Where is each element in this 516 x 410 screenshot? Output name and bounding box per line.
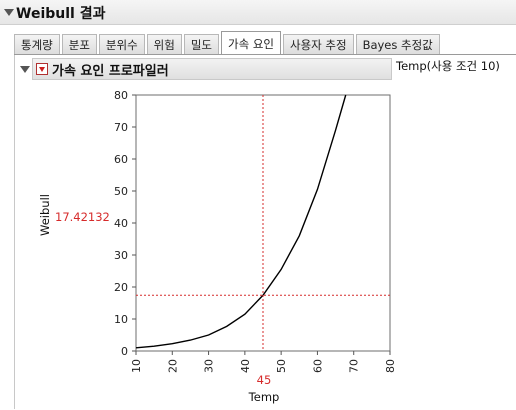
y-tick-label: 20 xyxy=(114,281,128,294)
profiler-section-header xyxy=(32,58,392,80)
x-tick-label: 60 xyxy=(311,359,324,373)
tab-custom-estimates[interactable]: 사용자 추정 xyxy=(283,34,354,55)
tab-bar: 통계량 분포 분위수 위험 밀도 가속 요인 사용자 추정 Bayes 추정값 xyxy=(14,31,442,55)
tab-acceleration-factor[interactable]: 가속 요인 xyxy=(221,31,281,55)
current-x-value[interactable]: 45 xyxy=(256,373,272,387)
x-tick-label: 70 xyxy=(348,359,361,373)
y-tick-label: 80 xyxy=(114,89,128,102)
weibull-curve xyxy=(135,94,347,349)
x-tick-label: 30 xyxy=(203,359,216,373)
use-condition-label: Temp(사용 조건 10) xyxy=(396,59,500,73)
x-tick-label: 10 xyxy=(130,359,143,373)
x-tick-label: 40 xyxy=(239,359,252,373)
tab-statistics[interactable]: 통계량 xyxy=(14,34,60,55)
tab-panel xyxy=(14,55,516,409)
section-disclosure-icon[interactable] xyxy=(20,66,30,73)
section-title: 가속 요인 프로파일러 xyxy=(52,64,169,79)
y-tick-label: 50 xyxy=(114,185,128,198)
y-tick-label: 40 xyxy=(114,217,128,230)
x-tick-label: 80 xyxy=(384,359,397,373)
x-tick-label: 20 xyxy=(166,359,179,373)
x-axis-label: Temp xyxy=(248,390,280,404)
x-tick-label: 50 xyxy=(275,359,288,373)
window-title: Weibull 결과 xyxy=(16,6,106,22)
y-tick-label: 70 xyxy=(114,121,128,134)
red-triangle-menu-icon[interactable] xyxy=(36,63,48,75)
x-axis: 10 20 30 40 50 60 70 80 xyxy=(130,351,397,373)
tab-density[interactable]: 밀도 xyxy=(183,34,220,55)
tab-hazard[interactable]: 위험 xyxy=(146,34,182,55)
tab-bayes-estimates[interactable]: Bayes 추정값 xyxy=(355,34,440,55)
tab-distribution[interactable]: 분포 xyxy=(61,34,97,55)
y-tick-label: 0 xyxy=(121,345,128,358)
window-title-bar: Weibull 결과 xyxy=(0,0,516,25)
current-y-value: 17.42132 xyxy=(55,210,110,224)
disclosure-triangle-icon[interactable] xyxy=(4,9,14,16)
tab-divider xyxy=(14,54,516,55)
y-tick-label: 60 xyxy=(114,153,128,166)
y-tick-label: 10 xyxy=(114,313,128,326)
y-axis: 0 10 20 30 40 50 60 70 80 xyxy=(114,89,136,358)
y-tick-label: 30 xyxy=(114,249,128,262)
tab-quantiles[interactable]: 분위수 xyxy=(98,34,145,55)
